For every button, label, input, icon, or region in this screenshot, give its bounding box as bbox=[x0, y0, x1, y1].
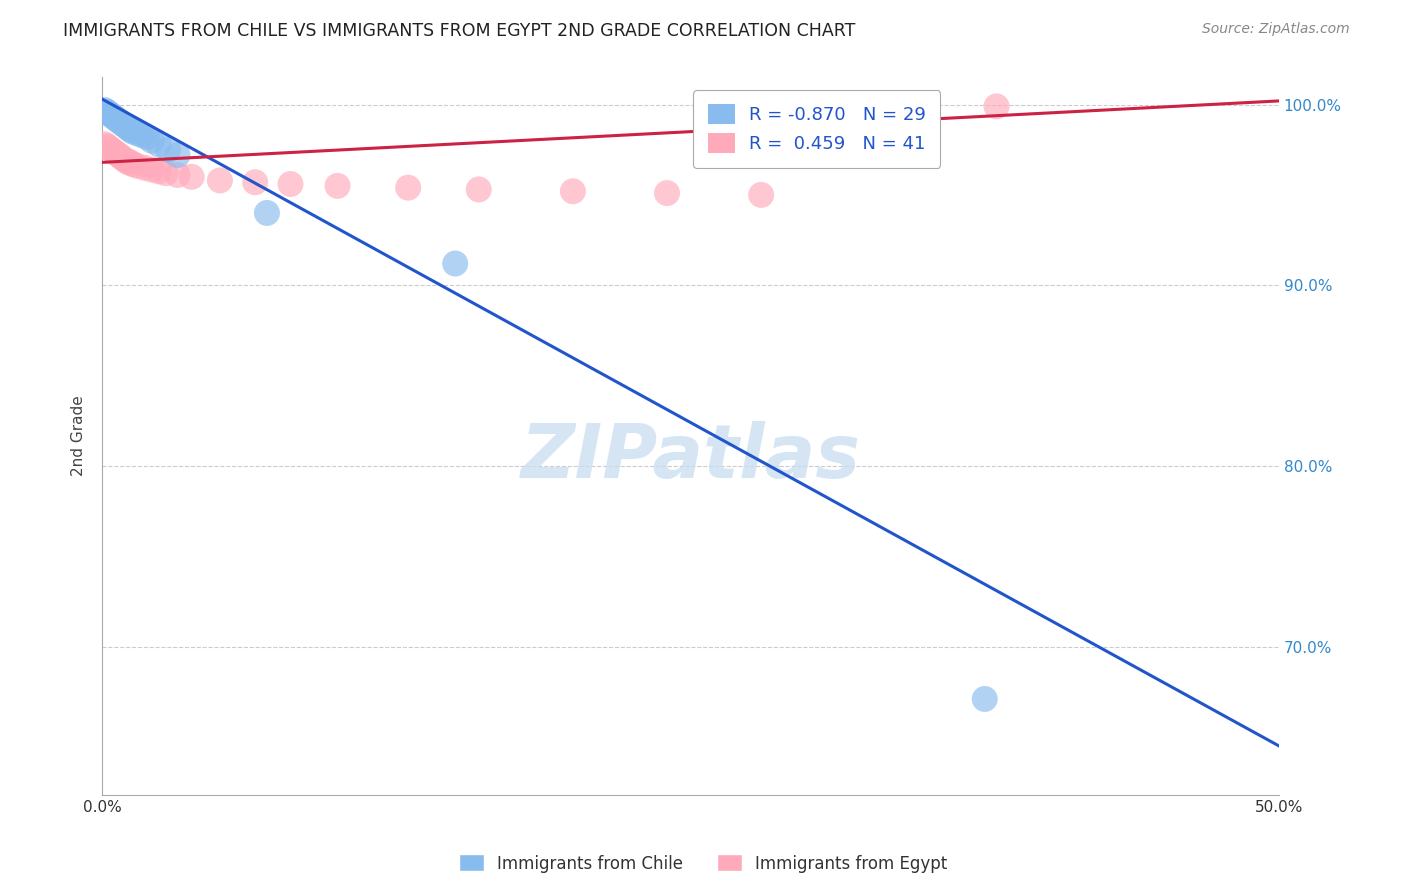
Point bbox=[127, 159, 149, 173]
Text: ZIPatlas: ZIPatlas bbox=[520, 421, 860, 494]
Point bbox=[148, 137, 170, 152]
Point bbox=[444, 256, 467, 270]
Point bbox=[561, 184, 583, 198]
Point bbox=[655, 186, 678, 200]
Point bbox=[117, 121, 139, 136]
Text: IMMIGRANTS FROM CHILE VS IMMIGRANTS FROM EGYPT 2ND GRADE CORRELATION CHART: IMMIGRANTS FROM CHILE VS IMMIGRANTS FROM… bbox=[63, 22, 856, 40]
Point bbox=[100, 143, 122, 157]
Point bbox=[157, 143, 180, 157]
Point bbox=[103, 110, 125, 124]
Point bbox=[166, 148, 188, 162]
Point bbox=[112, 117, 135, 131]
Point bbox=[121, 125, 143, 139]
Point bbox=[155, 166, 177, 180]
Point bbox=[136, 130, 159, 145]
Point bbox=[243, 175, 266, 189]
Point bbox=[141, 134, 163, 148]
Point bbox=[110, 150, 132, 164]
Point bbox=[93, 103, 115, 117]
Point bbox=[120, 123, 142, 137]
Point bbox=[396, 180, 419, 194]
Point bbox=[98, 141, 121, 155]
Point bbox=[141, 162, 163, 177]
Point bbox=[468, 182, 491, 196]
Point bbox=[98, 106, 121, 120]
Point bbox=[148, 164, 170, 178]
Point bbox=[134, 161, 156, 175]
Point bbox=[107, 148, 129, 162]
Point bbox=[96, 139, 118, 153]
Point bbox=[131, 128, 153, 143]
Point bbox=[93, 137, 115, 152]
Point bbox=[100, 108, 122, 122]
Point bbox=[105, 112, 128, 126]
Point bbox=[256, 206, 278, 220]
Point bbox=[114, 153, 136, 168]
Point bbox=[973, 692, 995, 706]
Point bbox=[103, 145, 125, 159]
Point bbox=[280, 177, 302, 191]
Point bbox=[121, 157, 143, 171]
Point bbox=[110, 115, 132, 129]
Point bbox=[208, 173, 231, 187]
Point bbox=[986, 99, 1008, 113]
Point bbox=[127, 127, 149, 141]
Point bbox=[107, 113, 129, 128]
Point bbox=[166, 168, 188, 182]
Point bbox=[180, 169, 202, 184]
Legend: Immigrants from Chile, Immigrants from Egypt: Immigrants from Chile, Immigrants from E… bbox=[453, 847, 953, 880]
Point bbox=[112, 152, 135, 166]
Point bbox=[749, 187, 772, 202]
Y-axis label: 2nd Grade: 2nd Grade bbox=[72, 396, 86, 476]
Point bbox=[120, 155, 142, 169]
Point bbox=[105, 146, 128, 161]
Point bbox=[96, 104, 118, 119]
Point bbox=[326, 178, 349, 193]
Legend: R = -0.870   N = 29, R =  0.459   N = 41: R = -0.870 N = 29, R = 0.459 N = 41 bbox=[693, 90, 941, 168]
Point bbox=[117, 155, 139, 169]
Point bbox=[114, 120, 136, 134]
Text: Source: ZipAtlas.com: Source: ZipAtlas.com bbox=[1202, 22, 1350, 37]
